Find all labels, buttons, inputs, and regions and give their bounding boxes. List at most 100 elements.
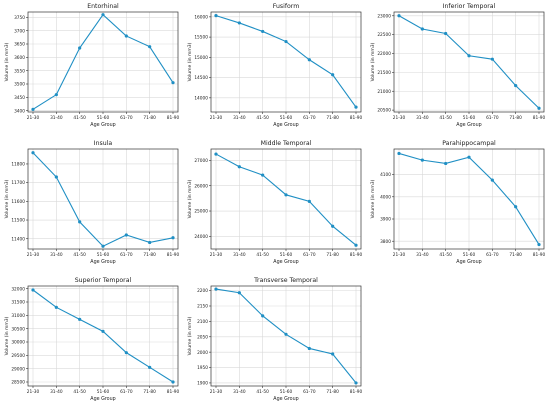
chart-fusiform: Fusiform 14000 14500 15000 15500 16000 21-30 31…: [187, 3, 363, 128]
x-tick-label: 71-80: [326, 115, 339, 121]
x-tick-label: 51-60: [280, 115, 293, 121]
data-point: [214, 287, 218, 291]
y-tick-label: 25000: [194, 209, 208, 215]
chart-superior-temporal: Superior Temporal 28500 29000 29500 30000 305…: [4, 277, 180, 402]
y-tick-label: 3500: [14, 82, 25, 88]
y-axis-label: Volume (in mm3): [187, 42, 193, 81]
x-tick-label: 81-90: [533, 252, 546, 258]
y-axis-label: Volume (in mm3): [4, 42, 10, 81]
y-tick-label: 27000: [194, 158, 208, 164]
x-tick-label: 61-70: [120, 252, 133, 258]
y-axis-label: Volume (in mm3): [4, 316, 10, 355]
chart-title: Transverse Temporal: [253, 277, 318, 284]
x-tick-label: 51-60: [463, 115, 476, 121]
y-tick-label: 16000: [194, 14, 208, 20]
x-tick-label: 21-30: [393, 115, 406, 121]
y-tick-label: 26000: [194, 183, 208, 189]
data-point: [101, 329, 105, 333]
x-tick-label: 31-40: [50, 252, 63, 258]
x-tick-label: 41-50: [256, 389, 269, 395]
data-point: [237, 291, 241, 295]
y-tick-label: 31500: [11, 300, 25, 306]
x-tick-label: 71-80: [326, 389, 339, 395]
y-axis-label: Volume (in mm3): [187, 316, 193, 355]
x-tick-label: 51-60: [97, 252, 110, 258]
y-tick-label: 28500: [11, 380, 25, 386]
data-point: [331, 224, 335, 228]
y-tick-label: 2000: [197, 350, 208, 356]
data-point: [444, 31, 448, 36]
data-point: [261, 314, 265, 318]
y-tick-label: 2100: [197, 319, 208, 325]
x-tick-label: 21-30: [27, 389, 40, 395]
data-point: [537, 106, 541, 110]
data-point: [101, 244, 105, 248]
data-point: [307, 58, 311, 62]
data-point: [490, 57, 494, 61]
data-point: [214, 14, 218, 18]
data-point: [514, 83, 518, 88]
x-tick-label: 51-60: [280, 389, 293, 395]
y-tick-label: 31000: [11, 313, 25, 319]
chart-panel-parahippocampal: Parahippocampal 3800 3900 4000 4100 21-30 31-4…: [368, 137, 550, 274]
data-point: [124, 34, 128, 38]
y-tick-label: 3650: [14, 42, 25, 48]
data-point: [101, 13, 105, 17]
data-point: [31, 151, 35, 155]
y-tick-label: 21500: [377, 70, 391, 76]
x-tick-label: 41-50: [73, 115, 86, 121]
y-tick-label: 2150: [197, 304, 208, 310]
y-tick-label: 11700: [11, 180, 25, 186]
y-tick-label: 14500: [194, 75, 208, 81]
data-point: [261, 29, 265, 34]
y-tick-label: 11500: [11, 218, 25, 224]
chart-panel-fusiform: Fusiform 14000 14500 15000 15500 16000 21-30 31…: [185, 0, 368, 137]
chart-panel-transverse-temporal: Transverse Temporal 1900 1950 2000 2050 2100 2…: [185, 274, 368, 411]
y-tick-label: 4000: [380, 194, 391, 200]
data-point: [331, 352, 335, 356]
y-tick-label: 1900: [197, 381, 208, 387]
x-tick-label: 21-30: [210, 389, 223, 395]
y-tick-label: 2050: [197, 334, 208, 340]
data-point: [397, 14, 401, 18]
y-tick-label: 14000: [194, 95, 208, 101]
data-point: [214, 152, 218, 156]
x-tick-label: 71-80: [326, 252, 339, 258]
x-tick-label: 71-80: [143, 115, 156, 121]
y-axis-label: Volume (in mm3): [370, 42, 376, 81]
data-point: [171, 81, 175, 85]
chart-entorhinal: Entorhinal 3400 3450 3500 3550 3600 3650 3700 37…: [4, 3, 180, 128]
x-tick-label: 81-90: [350, 389, 363, 395]
y-tick-label: 32000: [11, 286, 25, 292]
x-tick-label: 61-70: [486, 252, 499, 258]
x-tick-label: 81-90: [350, 252, 363, 258]
x-axis-label: Age Group: [273, 122, 298, 128]
y-axis-label: Volume (in mm3): [4, 179, 10, 218]
chart-title: Inferior Temporal: [443, 3, 496, 10]
data-point: [354, 105, 358, 109]
x-tick-label: 41-50: [256, 115, 269, 121]
x-tick-label: 41-50: [73, 252, 86, 258]
x-tick-label: 31-40: [50, 115, 63, 121]
y-tick-label: 11600: [11, 199, 25, 205]
y-tick-label: 29000: [11, 366, 25, 372]
chart-panel-insula: Insula 11400 11500 11600 11700 11800 21-30 31-4…: [2, 137, 185, 274]
data-point: [78, 317, 82, 321]
y-tick-label: 11400: [11, 236, 25, 242]
data-point: [261, 173, 265, 177]
data-point: [307, 346, 311, 351]
data-point: [490, 178, 494, 182]
x-tick-label: 41-50: [439, 252, 452, 258]
x-tick-label: 51-60: [463, 252, 476, 258]
y-tick-label: 21000: [377, 89, 391, 95]
chart-title: Insula: [94, 140, 113, 147]
data-point: [397, 151, 401, 156]
y-tick-label: 3750: [14, 15, 25, 21]
x-tick-label: 31-40: [50, 389, 63, 395]
x-tick-label: 21-30: [210, 115, 223, 121]
data-point: [284, 39, 288, 44]
x-axis-label: Age Group: [90, 396, 115, 402]
chart-title: Fusiform: [273, 3, 300, 10]
data-point: [331, 73, 335, 77]
